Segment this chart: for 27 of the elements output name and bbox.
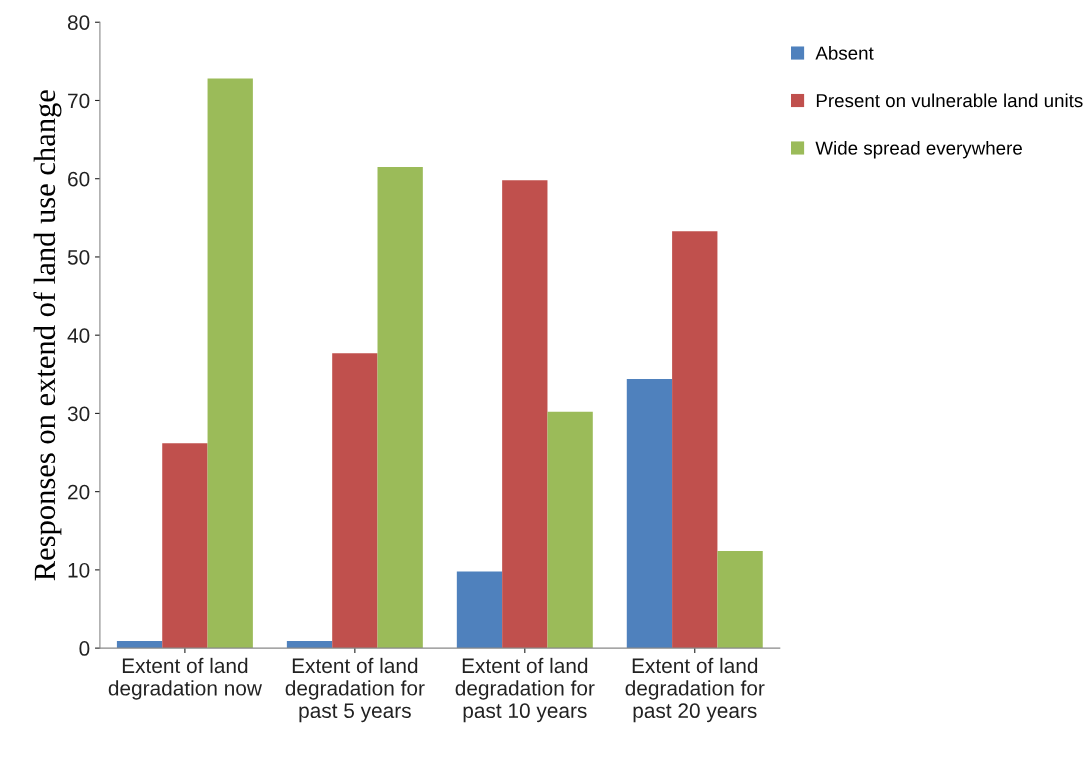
legend-label: Absent: [815, 46, 874, 60]
x-tick-label: Extent of land degradation for past 5 years: [285, 657, 425, 723]
bar: [332, 353, 378, 649]
y-tick-label: 40: [67, 328, 90, 343]
y-axis-title: Responses on extend of land use change: [33, 90, 62, 581]
legend-label: Present on vulnerable land units: [816, 93, 1083, 108]
bar: [456, 571, 503, 649]
x-tick-label: Extent of land degradation for past 10 years: [455, 657, 595, 723]
bar: [502, 180, 548, 649]
y-tick-label: 10: [68, 562, 90, 578]
x-tick-label: Extent of land degradation now: [108, 657, 262, 700]
bar: [672, 231, 718, 649]
y-tick-label: 30: [67, 406, 90, 422]
y-tick-label: 60: [68, 171, 90, 187]
x-tick-label: Extent of land degradation for past 20 years: [625, 657, 765, 723]
bar: [377, 166, 423, 649]
bar: [626, 378, 673, 649]
legend-label: Wide spread everywhere: [815, 140, 1022, 159]
y-tick-label: 0: [79, 641, 90, 656]
bar: [717, 551, 763, 649]
y-tick-label: 20: [68, 484, 90, 500]
y-tick-label: 70: [68, 93, 90, 109]
bar: [162, 443, 208, 649]
bar: [547, 411, 593, 649]
y-tick-label: 80: [67, 15, 90, 30]
y-tick-label: 50: [67, 249, 90, 265]
bar: [207, 78, 253, 649]
